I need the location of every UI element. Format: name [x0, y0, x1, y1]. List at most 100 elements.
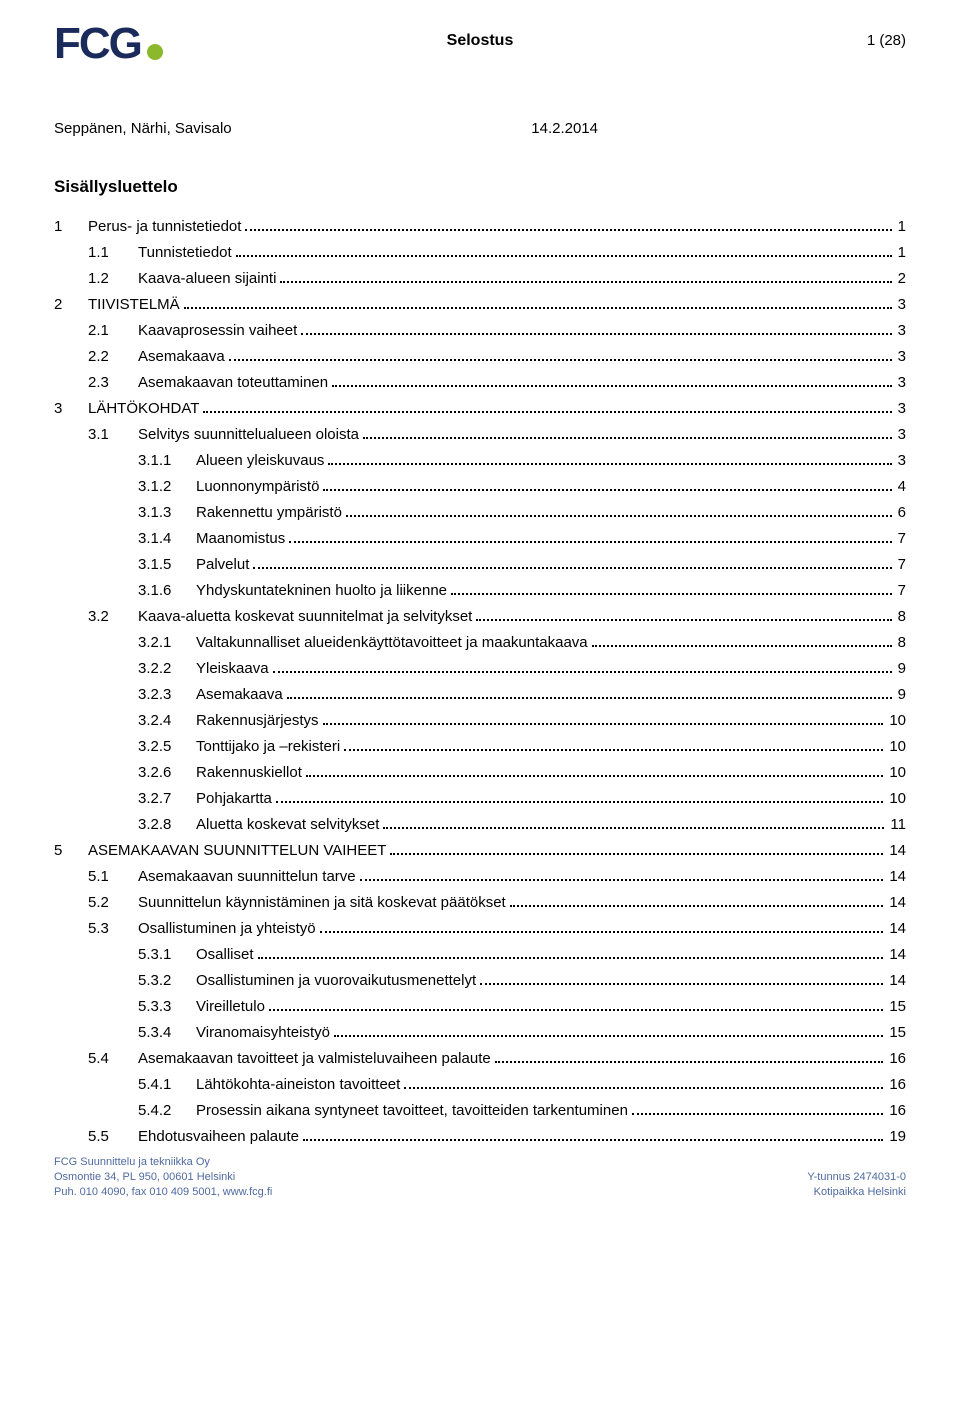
toc-entry-number: 3.2.8	[138, 817, 196, 834]
toc-entry: 3.1.4Maanomistus7	[54, 531, 906, 548]
toc-entry-page: 6	[896, 505, 906, 522]
toc-entry: 3.1.5Palvelut 7	[54, 557, 906, 574]
toc-entry-number: 3.1	[88, 427, 138, 444]
footer-company: FCG Suunnittelu ja tekniikka Oy	[54, 1155, 272, 1170]
toc-entry-page: 14	[887, 843, 906, 860]
toc-entry: 3.1.3Rakennettu ympäristö 6	[54, 505, 906, 522]
toc-entry-page: 10	[887, 713, 906, 730]
toc-entry-number: 3.1.5	[138, 557, 196, 574]
toc-entry-page: 3	[896, 323, 906, 340]
toc-entry-label: ASEMAKAAVAN SUUNNITTELUN VAIHEET	[88, 843, 386, 860]
toc-entry-label: Ehdotusvaiheen palaute	[138, 1129, 299, 1146]
toc-entry-page: 11	[888, 817, 906, 834]
toc-entry-page: 3	[896, 375, 906, 392]
toc-leader	[253, 557, 891, 569]
toc-entry-number: 2.1	[88, 323, 138, 340]
toc-entry-label: Rakennettu ympäristö	[196, 505, 342, 522]
toc-leader	[323, 713, 884, 725]
toc-entry-page: 14	[887, 947, 906, 964]
toc-entry-number: 3.1.3	[138, 505, 196, 522]
toc-leader	[323, 479, 891, 491]
toc-leader	[328, 453, 891, 465]
toc-leader	[273, 661, 892, 673]
toc-leader	[510, 895, 884, 907]
footer-address: Osmontie 34, PL 950, 00601 Helsinki	[54, 1170, 272, 1185]
toc-entry: 3.1.6Yhdyskuntatekninen huolto ja liiken…	[54, 583, 906, 600]
toc-entry-page: 7	[896, 583, 906, 600]
toc-entry-label: Kaava-aluetta koskevat suunnitelmat ja s…	[138, 609, 472, 626]
toc-entry-label: Maanomistus	[196, 531, 285, 548]
toc-entry-page: 8	[896, 635, 906, 652]
toc-leader	[184, 297, 892, 309]
toc-entry-label: Tunnistetiedot	[138, 245, 232, 262]
toc-entry-page: 19	[887, 1129, 906, 1146]
toc-entry-number: 5.2	[88, 895, 138, 912]
toc-entry-page: 7	[896, 557, 906, 574]
authors: Seppänen, Närhi, Savisalo	[54, 120, 232, 137]
toc-entry-label: Rakennuskiellot	[196, 765, 302, 782]
toc-entry-page: 3	[896, 453, 906, 470]
toc-entry-number: 3.2.1	[138, 635, 196, 652]
toc-entry-number: 3.2.6	[138, 765, 196, 782]
toc-entry: 5.1Asemakaavan suunnittelun tarve14	[54, 869, 906, 886]
toc-leader	[495, 1051, 884, 1063]
logo-dot-icon	[147, 44, 163, 60]
toc-entry: 5.3.2Osallistuminen ja vuorovaikutusmene…	[54, 973, 906, 990]
toc-entry-label: Asemakaava	[138, 349, 225, 366]
toc-leader	[303, 1129, 883, 1141]
toc-entry: 1.2Kaava-alueen sijainti2	[54, 271, 906, 288]
toc-entry-number: 3	[54, 401, 88, 418]
toc-entry-label: Kaavaprosessin vaiheet	[138, 323, 297, 340]
toc-entry-page: 2	[896, 271, 906, 288]
toc-entry: 3.2.3Asemakaava9	[54, 687, 906, 704]
toc-entry: 2TIIVISTELMÄ3	[54, 297, 906, 314]
toc-entry-page: 1	[896, 219, 906, 236]
toc-entry-page: 16	[887, 1051, 906, 1068]
toc-entry-page: 3	[896, 297, 906, 314]
footer-ytunnus: Y-tunnus 2474031-0	[807, 1170, 906, 1185]
toc-entry: 5.4.2Prosessin aikana syntyneet tavoitte…	[54, 1103, 906, 1120]
toc-entry: 3.2.1Valtakunnalliset alueidenkäyttötavo…	[54, 635, 906, 652]
toc-entry-number: 5.4.2	[138, 1103, 196, 1120]
toc-entry-page: 7	[896, 531, 906, 548]
toc-entry-label: LÄHTÖKOHDAT	[88, 401, 199, 418]
toc-entry-page: 15	[887, 1025, 906, 1042]
toc-entry-label: Viranomaisyhteistyö	[196, 1025, 330, 1042]
toc-entry-label: Vireilletulo	[196, 999, 265, 1016]
toc-leader	[346, 505, 892, 517]
toc-entry-label: Alueen yleiskuvaus	[196, 453, 324, 470]
toc-entry-label: Perus- ja tunnistetiedot	[88, 219, 241, 236]
toc-entry-number: 1.2	[88, 271, 138, 288]
toc-entry-number: 5.3.1	[138, 947, 196, 964]
toc-entry-label: Asemakaava	[196, 687, 283, 704]
toc-entry-label: Tonttijako ja –rekisteri	[196, 739, 340, 756]
document-type: Selostus	[447, 32, 514, 50]
toc-entry-page: 9	[896, 661, 906, 678]
toc-leader	[390, 843, 883, 855]
toc-entry-label: Suunnittelun käynnistäminen ja sitä kosk…	[138, 895, 506, 912]
toc-entry-number: 3.2.7	[138, 791, 196, 808]
table-of-contents: 1Perus- ja tunnistetiedot11.1Tunnistetie…	[54, 219, 906, 1146]
toc-entry-page: 16	[887, 1103, 906, 1120]
toc-entry-label: Valtakunnalliset alueidenkäyttötavoittee…	[196, 635, 588, 652]
toc-leader	[632, 1103, 883, 1115]
toc-leader	[229, 349, 892, 361]
toc-entry-number: 5.3.2	[138, 973, 196, 990]
toc-entry-label: Rakennusjärjestys	[196, 713, 319, 730]
toc-entry-number: 1	[54, 219, 88, 236]
toc-entry-label: Palvelut	[196, 557, 249, 574]
toc-leader	[203, 401, 891, 413]
toc-entry-label: Osallistuminen ja vuorovaikutusmenettely…	[196, 973, 476, 990]
toc-entry-number: 5.4	[88, 1051, 138, 1068]
toc-leader	[287, 687, 892, 699]
toc-leader	[276, 791, 883, 803]
toc-entry-number: 5.5	[88, 1129, 138, 1146]
toc-leader	[592, 635, 892, 647]
toc-entry-number: 5.3.3	[138, 999, 196, 1016]
document-page: FCG Selostus 1 (28) Seppänen, Närhi, Sav…	[0, 0, 960, 1216]
toc-entry: 3.2.8Aluetta koskevat selvitykset11	[54, 817, 906, 834]
toc-entry: 1.1Tunnistetiedot1	[54, 245, 906, 262]
toc-entry-page: 14	[887, 869, 906, 886]
toc-entry: 3.1.2Luonnonympäristö4	[54, 479, 906, 496]
toc-entry: 5.5Ehdotusvaiheen palaute 19	[54, 1129, 906, 1146]
